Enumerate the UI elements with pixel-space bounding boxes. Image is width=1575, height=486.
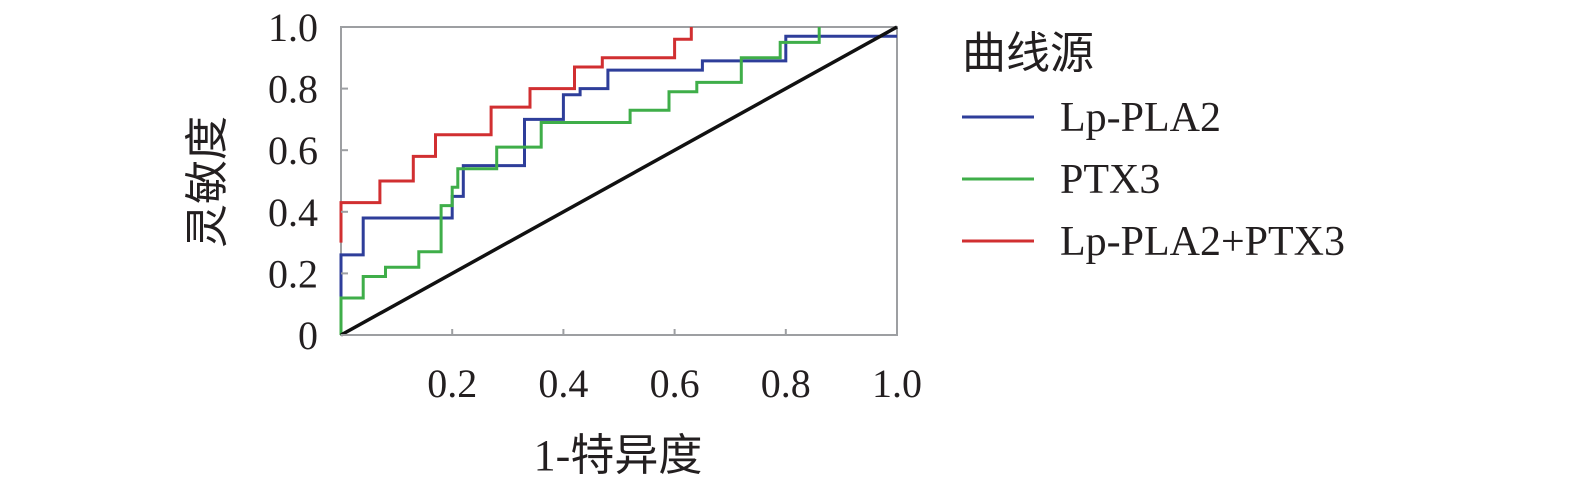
plot-area: [340, 26, 898, 336]
x-tick-label: 0.6: [650, 361, 700, 406]
series-group: [339, 25, 898, 337]
y-tick-label: 1.0: [268, 5, 318, 50]
plot-frame: [340, 26, 898, 336]
reference-diagonal-line: [340, 25, 898, 337]
y-axis-ticks: 0 0.2 0.4 0.6 0.8 1.0: [268, 5, 348, 358]
x-axis-ticks: 0.2 0.4 0.6 0.8 1.0: [427, 329, 922, 406]
series-line-lp-pla2-ptx3: [339, 27, 693, 243]
legend-label: Lp-PLA2+PTX3: [1060, 219, 1345, 265]
y-tick-label: 0.8: [268, 67, 318, 112]
legend: 曲线源 Lp-PLA2 PTX3 Lp-PLA2+PTX3: [962, 29, 1345, 265]
legend-title: 曲线源: [962, 29, 1094, 78]
series-line-lp-pla2: [339, 34, 897, 335]
x-tick-label: 1.0: [872, 361, 922, 406]
legend-label: Lp-PLA2: [1060, 95, 1221, 141]
y-axis-title: 灵敏度: [183, 116, 232, 248]
x-tick-label: 0.2: [427, 361, 477, 406]
x-tick-label: 0.8: [761, 361, 811, 406]
y-tick-label: 0.2: [268, 251, 318, 296]
y-tick-label: 0.6: [268, 128, 318, 173]
y-tick-label: 0.4: [268, 190, 318, 235]
legend-label: PTX3: [1060, 157, 1160, 203]
x-tick-label: 0.4: [538, 361, 588, 406]
y-tick-label: 0: [298, 313, 318, 358]
x-axis-title: 1-特异度: [534, 431, 703, 480]
series-line-ptx3: [339, 27, 821, 335]
